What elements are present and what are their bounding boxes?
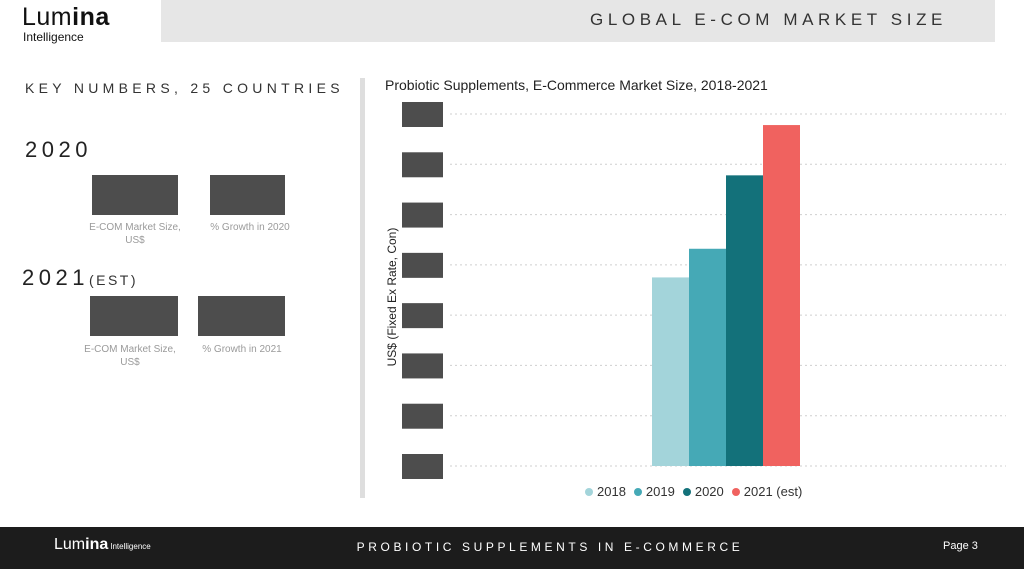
legend-item: 2021 (est) [731, 484, 803, 499]
y-tick-label [402, 353, 443, 379]
legend-label: 2019 [645, 484, 675, 499]
bar-2020 [726, 175, 763, 466]
legend-label: 2018 [597, 484, 626, 499]
kpi-2021-growth-value [198, 296, 285, 336]
legend-dot [682, 487, 691, 496]
footer-logo-sub: Intelligence [110, 542, 151, 551]
legend-item: 2020 [682, 484, 724, 499]
legend-label: 2020 [694, 484, 724, 499]
logo-subtitle: Intelligence [23, 30, 84, 44]
footer-logo: Lumina Intelligence [54, 536, 151, 554]
lumina-logo: Lumina [22, 2, 110, 32]
page-title: GLOBAL E-COM MARKET SIZE [590, 10, 947, 29]
panel-divider [360, 78, 365, 498]
y-tick-label [402, 303, 443, 329]
header-bar: GLOBAL E-COM MARKET SIZE [161, 0, 995, 42]
legend-dot [633, 487, 642, 496]
y-tick-label [402, 252, 443, 278]
chart-legend: 2018 2019 2020 2021 (est) [585, 484, 802, 499]
bar-2018 [652, 277, 689, 466]
footer-bar [0, 527, 1024, 569]
kpi-2020-growth-value [210, 175, 285, 215]
page-number: Page 3 [943, 540, 978, 552]
y-tick-label [402, 152, 443, 178]
kpi-2021-market-size-label: E-COM Market Size, US$ [84, 344, 176, 368]
legend-item: 2018 [585, 484, 626, 499]
footer-logo-light: Lum [54, 536, 86, 553]
bar-2021-est- [763, 125, 800, 466]
bar-2019 [689, 248, 726, 466]
est-label: (EST) [88, 272, 139, 288]
y-tick-label [402, 102, 443, 127]
y-tick-label [402, 202, 443, 228]
kpi-2021-growth-label: % Growth in 2021 [202, 344, 282, 355]
chart-title: Probiotic Supplements, E-Commerce Market… [385, 77, 768, 93]
legend-dot [585, 487, 593, 496]
year-2021-text: 2021 [22, 265, 89, 290]
legend-dot [731, 487, 740, 496]
key-numbers-heading: KEY NUMBERS, 25 COUNTRIES [25, 80, 344, 96]
footer-logo-bold: ina [85, 536, 109, 553]
year-2020-heading: 2020 [25, 137, 92, 162]
kpi-2021-market-size-value [90, 296, 178, 336]
logo-bold-text: ina [72, 3, 110, 31]
legend-label: 2021 (est) [743, 484, 803, 499]
footer-title: PROBIOTIC SUPPLEMENTS IN E-COMMERCE [356, 540, 744, 554]
logo-light-text: Lum [22, 3, 73, 31]
y-tick-label [402, 454, 443, 479]
year-2021-heading: 2021(EST) [22, 265, 138, 291]
kpi-2020-market-size-value [92, 175, 178, 215]
kpi-2020-market-size-label: E-COM Market Size, US$ [89, 222, 181, 246]
y-tick-label [402, 403, 443, 429]
legend-item: 2019 [633, 484, 675, 499]
kpi-2020-growth-label: % Growth in 2020 [210, 222, 290, 233]
